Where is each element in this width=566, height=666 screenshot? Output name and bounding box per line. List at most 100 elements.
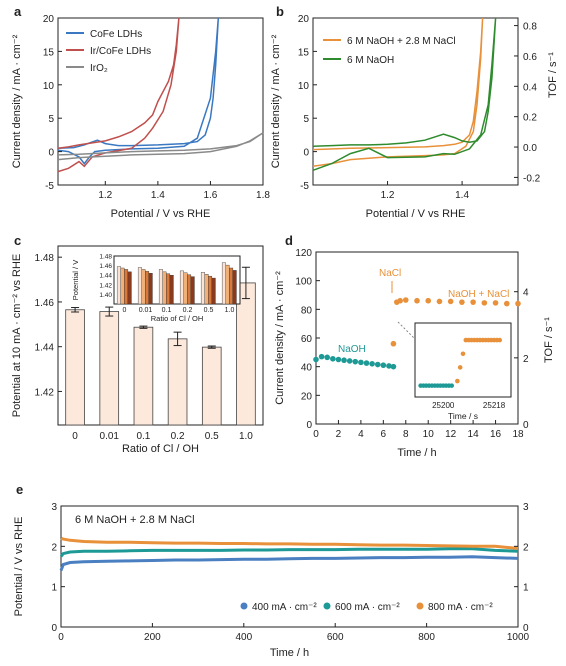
panel-e-xlabel: Time / h	[270, 647, 309, 659]
panel-a-xlabel: Potential / V vs RHE	[111, 208, 211, 220]
panel-b-ytick-right-label: 0.4	[523, 82, 537, 93]
panel-b-xlabel: Potential / V vs RHE	[366, 208, 466, 220]
panel-b-legend-1-label: 6 M NaOH	[347, 55, 394, 66]
panel-a-legend-0-label: CoFe LDHs	[90, 29, 142, 40]
panel-d-point-1	[402, 297, 409, 303]
panel-d-ytick-right-label: 4	[523, 288, 529, 299]
panel-e-xtick-label: 200	[144, 632, 161, 643]
panel-d-ytick-right-label: 2	[523, 354, 529, 365]
panel-c-ylabel: Potential at 10 mA · cm⁻² vs RHE	[11, 254, 23, 418]
panel-c-inset-bar	[145, 271, 150, 305]
panel-d-point-1	[459, 299, 465, 305]
panel-e-ylabel: Potential / V vs RHE	[13, 517, 25, 617]
panel-e-title: 6 M NaOH + 2.8 M NaCl	[75, 514, 195, 526]
panel-c-inset-ytick-label: 1.42	[99, 282, 112, 289]
panel-c-inset-bar	[232, 270, 237, 305]
panel-c-xtick-label: 1.0	[239, 431, 253, 442]
panel-b-ytick-label: 20	[298, 14, 310, 25]
panel-d-annotation-mix: NaOH + NaCl	[448, 289, 509, 300]
panel-d-ytick-label: 100	[295, 277, 312, 288]
panel-c-inset-bar	[162, 271, 167, 305]
panel-d-annotation-naoh: NaOH	[338, 344, 366, 355]
panel-e-ytick-label: 2	[51, 542, 57, 553]
panel-c-inset-bar	[183, 272, 188, 305]
panel-c-inset-ytick-label: 1.40	[99, 292, 112, 299]
panel-c-inset-bar	[200, 272, 205, 305]
panel-d-xtick-label: 2	[336, 429, 342, 440]
panel-c-inset-bar	[229, 267, 234, 305]
panel-d-point-0	[335, 356, 342, 363]
panel-c-inset-bar	[116, 266, 121, 305]
panel-d-inset-xtick-label: 25218	[483, 401, 506, 410]
panel-d-xlabel: Time / h	[397, 447, 436, 459]
panel-b-ytick-label: 0	[303, 148, 309, 159]
panel-c-bar	[167, 338, 188, 426]
panel-d-xtick-label: 16	[490, 429, 502, 440]
panel-b-ytick-right-label: 0.8	[523, 22, 537, 33]
panel-b-ytick-right-label: 0.2	[523, 113, 537, 124]
panel-c-xtick-label: 0	[72, 431, 78, 442]
panel-c-inset-frame	[113, 255, 241, 305]
panel-c-xtick-label: 0.2	[171, 431, 185, 442]
panel-a-legend-2-label: IrO₂	[90, 63, 108, 74]
panel-d-point-0	[352, 358, 359, 365]
panel-a-ylabel: Current density / mA · cm⁻²	[11, 34, 23, 168]
panel-d-inset-point-0	[449, 383, 455, 388]
panel-a-xtick-label: 1.2	[98, 190, 112, 201]
panel-c-xtick-label: 0.1	[136, 431, 150, 442]
panel-c-inset-bar	[158, 269, 163, 305]
panel-b-ytick-right-label: 0.6	[523, 52, 537, 63]
panel-a-series-0	[57, 17, 220, 165]
panel-e-ytick-label: 3	[51, 502, 57, 513]
panel-e-series-1	[59, 547, 519, 558]
panel-e-ytick-right-label: 0	[523, 623, 529, 634]
panel-e-xtick-label: 600	[327, 632, 344, 643]
panel-c-inset-bar	[211, 277, 216, 305]
panel-b-ytick-right-label: 0.0	[523, 143, 537, 154]
panel-c-inset-xtick-label: 0.1	[162, 307, 172, 314]
panel-a-ytick-label: 0	[48, 148, 54, 159]
panel-e-xtick-label: 1000	[507, 632, 530, 643]
panel-b-ylabel-right: TOF / s⁻¹	[547, 52, 559, 98]
panel-d-ylabel-right: TOF / s⁻¹	[543, 317, 555, 363]
panel-d-point-1	[481, 300, 488, 306]
panel-d-ytick-right-label: 0	[523, 420, 529, 431]
panel-d-point-1	[515, 300, 521, 307]
panel-d-point-0	[386, 363, 392, 369]
panel-b-ytick-label: 10	[298, 81, 310, 92]
panel-c-inset-bar	[187, 274, 192, 305]
panel-e-ytick-right-label: 2	[523, 542, 529, 553]
panel-b-legend-0-label: 6 M NaOH + 2.8 M NaCl	[347, 36, 456, 47]
panel-d-inset-pointer	[397, 321, 415, 339]
panel-a-xtick-label: 1.8	[256, 190, 270, 201]
panel-d-point-1	[414, 297, 420, 304]
panel-e-legend-marker-1	[323, 602, 331, 610]
panel-a-xtick-label: 1.6	[203, 190, 217, 201]
panel-d-point-0	[318, 353, 325, 360]
panel-c-ytick-label: 1.46	[35, 298, 55, 309]
panel-b-xtick-label: 1.4	[455, 190, 469, 201]
panel-d-point-1	[492, 300, 499, 306]
panel-e-legend-marker-0	[240, 602, 248, 610]
panel-c-inset-xtick-label: 1.0	[225, 307, 235, 314]
panel-c-inset-xtick-label: 0	[123, 307, 127, 314]
panel-a-series-2	[57, 132, 264, 161]
panel-c-inset-bar	[120, 267, 125, 305]
panel-a-ytick-label: 10	[43, 81, 55, 92]
panel-e-xtick-label: 400	[235, 632, 252, 643]
panel-e-ytick-right-label: 1	[523, 583, 529, 594]
panel-c-inset-bar	[137, 267, 142, 305]
panel-d-xtick-label: 10	[423, 429, 435, 440]
panel-b-xtick-label: 1.2	[381, 190, 395, 201]
panel-d-ylabel: Current density / mA · cm⁻²	[274, 271, 286, 405]
panel-c-inset-bar	[148, 273, 153, 305]
panel-e-ytick-right-label: 3	[523, 502, 529, 513]
panel-d-point-0	[390, 363, 397, 370]
panel-b-ytick-label: -5	[300, 181, 309, 192]
panel-d-point-0	[324, 354, 331, 361]
panel-label-a: a	[14, 4, 22, 19]
panel-c-frame	[57, 245, 264, 426]
panel-d-point-0	[313, 356, 319, 363]
panel-d-ytick-label: 80	[301, 305, 313, 316]
